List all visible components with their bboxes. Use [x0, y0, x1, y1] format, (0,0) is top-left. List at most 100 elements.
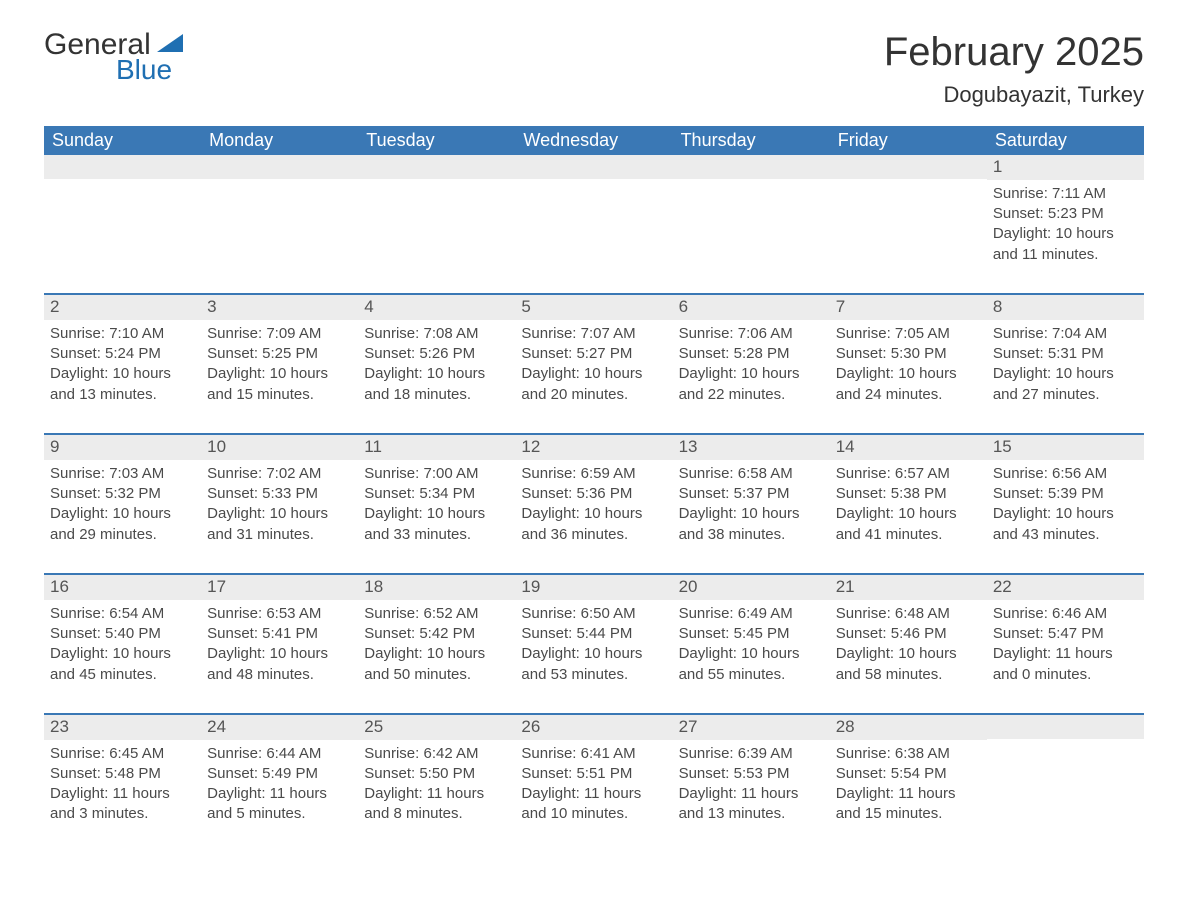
sunrise-line: Sunrise: 6:58 AM — [679, 464, 824, 484]
day-number: 5 — [515, 295, 672, 320]
sunrise-line: Sunrise: 6:49 AM — [679, 604, 824, 624]
sunrise-line: Sunrise: 6:45 AM — [50, 744, 195, 764]
daylight-line-2: and 20 minutes. — [521, 385, 666, 405]
header: General Blue February 2025 Dogubayazit, … — [44, 30, 1144, 108]
sunrise-line: Sunrise: 6:38 AM — [836, 744, 981, 764]
empty-cell — [830, 155, 987, 269]
week-row: 16Sunrise: 6:54 AMSunset: 5:40 PMDayligh… — [44, 573, 1144, 689]
daylight-line-1: Daylight: 10 hours — [836, 644, 981, 664]
sunset-line: Sunset: 5:33 PM — [207, 484, 352, 504]
day-number: 3 — [201, 295, 358, 320]
day-cell: 15Sunrise: 6:56 AMSunset: 5:39 PMDayligh… — [987, 435, 1144, 549]
sunset-line: Sunset: 5:36 PM — [521, 484, 666, 504]
empty-cell — [673, 155, 830, 269]
day-cell: 18Sunrise: 6:52 AMSunset: 5:42 PMDayligh… — [358, 575, 515, 689]
day-cell: 13Sunrise: 6:58 AMSunset: 5:37 PMDayligh… — [673, 435, 830, 549]
sunset-line: Sunset: 5:54 PM — [836, 764, 981, 784]
sunset-line: Sunset: 5:53 PM — [679, 764, 824, 784]
daylight-line-2: and 3 minutes. — [50, 804, 195, 824]
sunset-line: Sunset: 5:32 PM — [50, 484, 195, 504]
daylight-line-2: and 24 minutes. — [836, 385, 981, 405]
daylight-line-1: Daylight: 10 hours — [364, 364, 509, 384]
sunset-line: Sunset: 5:25 PM — [207, 344, 352, 364]
day-number: 1 — [987, 155, 1144, 180]
sunrise-line: Sunrise: 6:44 AM — [207, 744, 352, 764]
daylight-line-2: and 31 minutes. — [207, 525, 352, 545]
day-cell: 27Sunrise: 6:39 AMSunset: 5:53 PMDayligh… — [673, 715, 830, 829]
sunset-line: Sunset: 5:42 PM — [364, 624, 509, 644]
day-cell: 28Sunrise: 6:38 AMSunset: 5:54 PMDayligh… — [830, 715, 987, 829]
dayname: Sunday — [44, 126, 201, 155]
dayname-row: SundayMondayTuesdayWednesdayThursdayFrid… — [44, 126, 1144, 155]
sunset-line: Sunset: 5:38 PM — [836, 484, 981, 504]
sunset-line: Sunset: 5:27 PM — [521, 344, 666, 364]
dayname: Tuesday — [358, 126, 515, 155]
day-cell: 11Sunrise: 7:00 AMSunset: 5:34 PMDayligh… — [358, 435, 515, 549]
day-cell: 22Sunrise: 6:46 AMSunset: 5:47 PMDayligh… — [987, 575, 1144, 689]
dayname: Thursday — [673, 126, 830, 155]
daylight-line-2: and 15 minutes. — [836, 804, 981, 824]
day-number: 12 — [515, 435, 672, 460]
sunset-line: Sunset: 5:50 PM — [364, 764, 509, 784]
empty-cell — [358, 155, 515, 269]
daylight-line-2: and 41 minutes. — [836, 525, 981, 545]
sunrise-line: Sunrise: 7:08 AM — [364, 324, 509, 344]
daylight-line-2: and 36 minutes. — [521, 525, 666, 545]
sunset-line: Sunset: 5:23 PM — [993, 204, 1138, 224]
sunrise-line: Sunrise: 6:46 AM — [993, 604, 1138, 624]
daylight-line-2: and 38 minutes. — [679, 525, 824, 545]
daylight-line-1: Daylight: 11 hours — [207, 784, 352, 804]
sunrise-line: Sunrise: 7:04 AM — [993, 324, 1138, 344]
sunset-line: Sunset: 5:40 PM — [50, 624, 195, 644]
calendar: SundayMondayTuesdayWednesdayThursdayFrid… — [44, 126, 1144, 829]
sunrise-line: Sunrise: 6:59 AM — [521, 464, 666, 484]
day-number: 25 — [358, 715, 515, 740]
daylight-line-1: Daylight: 10 hours — [50, 644, 195, 664]
day-number: 21 — [830, 575, 987, 600]
daylight-line-1: Daylight: 10 hours — [993, 224, 1138, 244]
sunset-line: Sunset: 5:30 PM — [836, 344, 981, 364]
sunset-line: Sunset: 5:48 PM — [50, 764, 195, 784]
sunset-line: Sunset: 5:47 PM — [993, 624, 1138, 644]
daylight-line-1: Daylight: 10 hours — [207, 504, 352, 524]
day-number: 19 — [515, 575, 672, 600]
daylight-line-1: Daylight: 10 hours — [364, 504, 509, 524]
daylight-line-1: Daylight: 10 hours — [993, 364, 1138, 384]
daylight-line-1: Daylight: 10 hours — [50, 504, 195, 524]
daylight-line-2: and 48 minutes. — [207, 665, 352, 685]
daylight-line-2: and 5 minutes. — [207, 804, 352, 824]
day-number: 7 — [830, 295, 987, 320]
daylight-line-1: Daylight: 11 hours — [364, 784, 509, 804]
day-number: 15 — [987, 435, 1144, 460]
sunset-line: Sunset: 5:51 PM — [521, 764, 666, 784]
day-cell: 6Sunrise: 7:06 AMSunset: 5:28 PMDaylight… — [673, 295, 830, 409]
day-cell: 10Sunrise: 7:02 AMSunset: 5:33 PMDayligh… — [201, 435, 358, 549]
page-title: February 2025 — [884, 30, 1144, 74]
daylight-line-1: Daylight: 10 hours — [679, 644, 824, 664]
sunrise-line: Sunrise: 7:02 AM — [207, 464, 352, 484]
day-cell: 9Sunrise: 7:03 AMSunset: 5:32 PMDaylight… — [44, 435, 201, 549]
sunrise-line: Sunrise: 7:05 AM — [836, 324, 981, 344]
daylight-line-1: Daylight: 10 hours — [993, 504, 1138, 524]
day-number — [673, 155, 830, 179]
location: Dogubayazit, Turkey — [884, 82, 1144, 108]
daylight-line-2: and 43 minutes. — [993, 525, 1138, 545]
sunrise-line: Sunrise: 6:54 AM — [50, 604, 195, 624]
day-number: 23 — [44, 715, 201, 740]
empty-cell — [201, 155, 358, 269]
day-cell: 21Sunrise: 6:48 AMSunset: 5:46 PMDayligh… — [830, 575, 987, 689]
sunrise-line: Sunrise: 6:39 AM — [679, 744, 824, 764]
daylight-line-1: Daylight: 10 hours — [207, 364, 352, 384]
daylight-line-2: and 22 minutes. — [679, 385, 824, 405]
daylight-line-2: and 55 minutes. — [679, 665, 824, 685]
week-row: 1Sunrise: 7:11 AMSunset: 5:23 PMDaylight… — [44, 155, 1144, 269]
sunrise-line: Sunrise: 7:06 AM — [679, 324, 824, 344]
day-cell: 19Sunrise: 6:50 AMSunset: 5:44 PMDayligh… — [515, 575, 672, 689]
day-number: 22 — [987, 575, 1144, 600]
sunrise-line: Sunrise: 6:53 AM — [207, 604, 352, 624]
sunrise-line: Sunrise: 6:41 AM — [521, 744, 666, 764]
dayname: Monday — [201, 126, 358, 155]
day-cell: 17Sunrise: 6:53 AMSunset: 5:41 PMDayligh… — [201, 575, 358, 689]
sunset-line: Sunset: 5:46 PM — [836, 624, 981, 644]
daylight-line-2: and 53 minutes. — [521, 665, 666, 685]
